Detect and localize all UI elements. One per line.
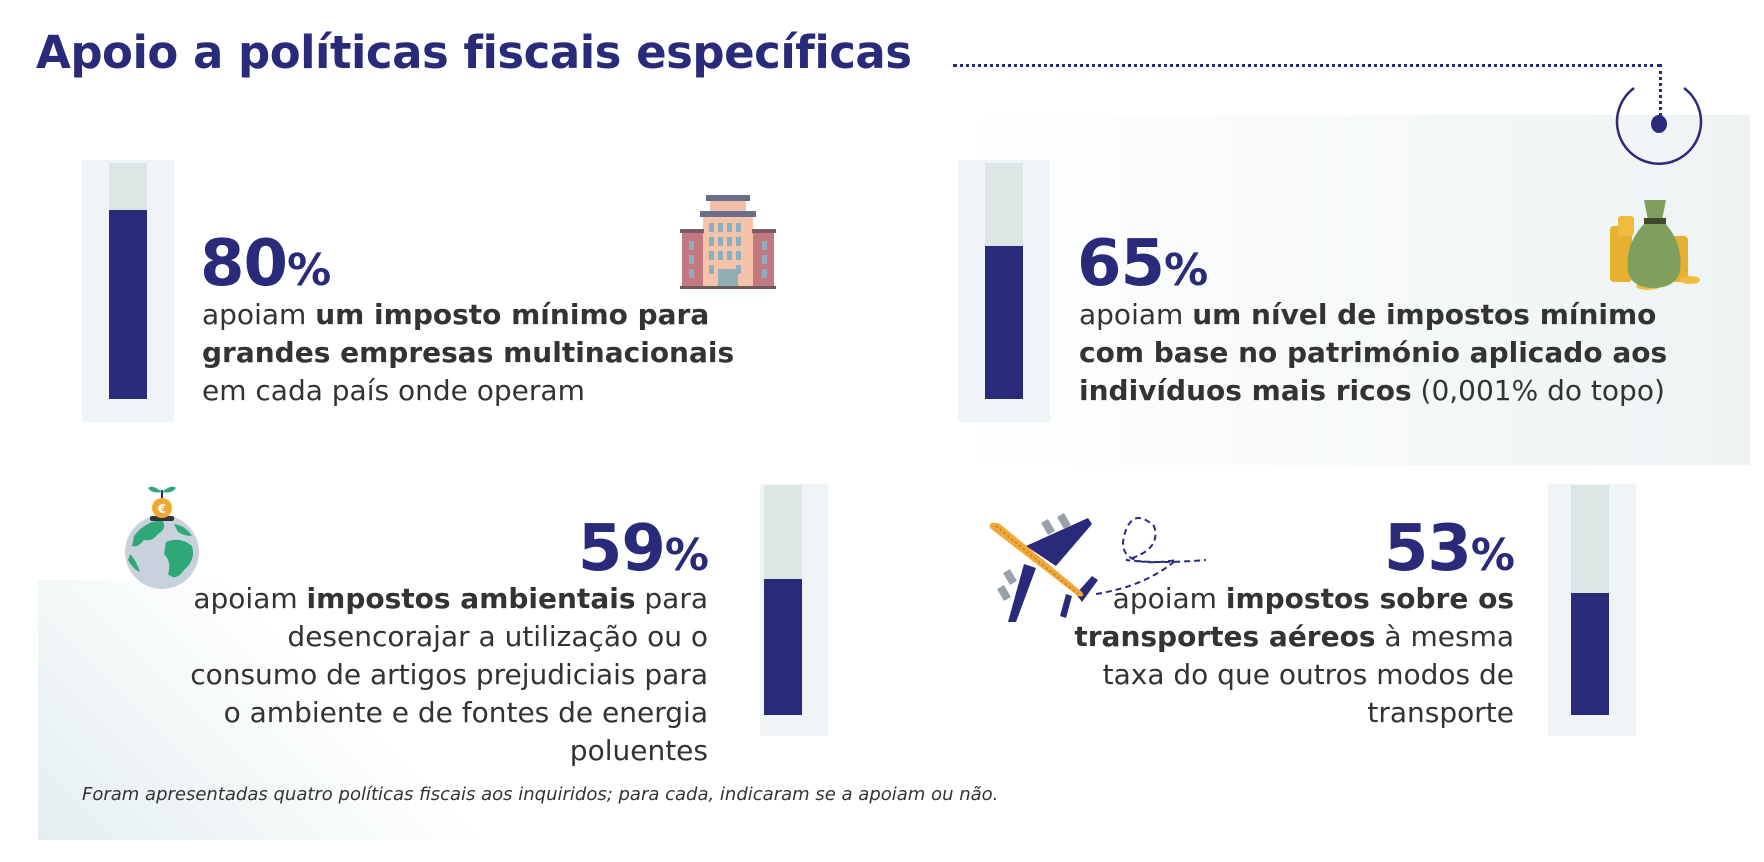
lead-text: apoiam [193,582,307,615]
percentage-value: 53% [1384,517,1515,581]
percent-sign: % [664,530,709,581]
percent-sign: % [1164,245,1208,296]
bar-fill-59 [764,579,802,715]
percent-sign: % [287,245,331,296]
lead-text: apoiam [202,298,316,331]
bar-fill-65 [985,245,1023,399]
bold-text: um nível de impostos mínimo com base no … [1079,298,1668,407]
background-gradient [960,115,1750,465]
bar-track-80 [109,163,147,399]
description-text: apoiam um imposto mínimo para grandes em… [202,296,762,410]
bar-track-59 [764,485,802,715]
globe-coin-plant-icon: € [125,486,199,589]
percentage-value: 65% [1077,232,1208,296]
lead-text: apoiam [1079,298,1193,331]
money-bag-icon [1610,200,1700,290]
bar-fill-80 [109,210,147,399]
airplane-icon [989,512,1206,622]
description-text: apoiam um nível de impostos mínimo com b… [1079,296,1679,410]
percent-sign: % [1470,530,1515,581]
dotted-line [1659,64,1662,116]
bar-track-53 [1571,485,1609,715]
footnote: Foram apresentadas quatro políticas fisc… [82,784,999,805]
value-number: 80 [200,227,288,301]
target-icon [1615,86,1703,165]
bar-track-65 [985,163,1023,399]
percentage-value: 80% [200,232,331,296]
bold-text: um imposto mínimo para grandes empresas … [202,298,735,369]
lead-text: apoiam [1112,582,1226,615]
value-number: 59 [577,512,666,586]
background-gradient [38,580,538,840]
bold-text: impostos ambientais [306,582,636,615]
svg-text:€: € [157,502,166,516]
bold-text: impostos sobre os transportes aéreos [1074,582,1514,653]
description-text: apoiam impostos ambientais para desencor… [168,580,708,770]
office-building-icon [680,195,776,289]
bar-fill-53 [1571,593,1609,715]
description-text: apoiam impostos sobre os transportes aér… [1074,580,1514,732]
tail-text: para desencorajar a utilização ou o cons… [190,582,708,767]
tail-text: (0,001% do topo) [1411,374,1665,407]
tail-text: em cada país onde operam [202,374,585,407]
value-number: 65 [1077,227,1165,301]
page-title: Apoio a políticas fiscais específicas [36,26,912,79]
value-number: 53 [1383,512,1472,586]
percentage-value: 59% [578,517,709,581]
tail-text: à mesma taxa do que outros modos de tran… [1102,620,1514,729]
dotted-line [953,64,1661,67]
